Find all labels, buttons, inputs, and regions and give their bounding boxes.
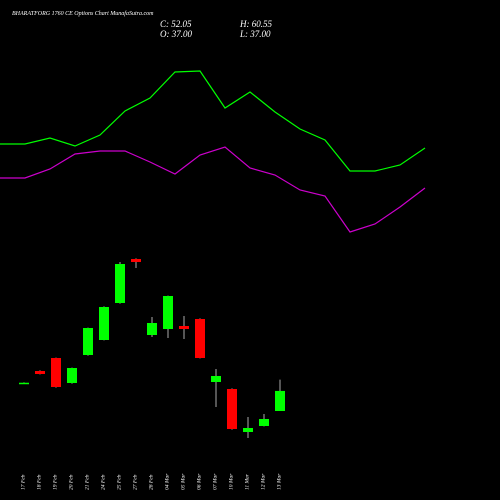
x-tick-label: 19 Feb [52,474,58,490]
candle-body [195,319,205,358]
candle-body [275,390,285,411]
x-tick-label: 17 Feb [20,474,26,490]
candle-body [51,358,61,387]
candle-body [211,376,221,382]
x-tick-label: 12 Mar [260,473,266,490]
x-tick-label: 07 Mar [212,473,218,490]
x-tick-label: 24 Feb [99,474,106,490]
low-label: L: 37.00 [239,29,271,39]
x-tick-label: 21 Feb [84,474,90,490]
x-tick-label: 05 Mar [180,473,186,490]
candle-body [179,326,189,329]
indicator-line [0,70,426,172]
candle-body [115,264,125,303]
x-tick-label: 11 Mar [244,473,250,490]
x-tick-label: 04 Mar [163,473,170,490]
x-tick-label: 13 Mar [276,473,282,490]
candle-body [131,259,141,262]
x-tick-label: 28 Feb [148,474,154,490]
candle-body [147,323,157,335]
x-tick-label: 25 Feb [116,474,122,490]
candle-body [259,419,269,426]
close-label: C: 52.05 [160,19,192,29]
x-tick-label: 20 Feb [68,474,74,490]
x-tick-label: 06 Mar [196,473,202,490]
candle-body [19,382,29,385]
candle-body [99,307,109,340]
x-tick-label: 10 Mar [228,473,234,490]
candle-body [243,428,253,432]
indicator-line [0,146,426,233]
open-label: O: 37.00 [160,29,192,39]
candle-body [163,296,173,329]
candle-body [35,371,45,374]
candle-body [67,368,77,383]
x-tick-label: 27 Feb [132,474,138,490]
high-label: H: 60.55 [239,19,272,29]
chart-title: BHARATFORG 1760 CE Options Chart MunafaS… [12,10,154,17]
candle-body [83,328,93,355]
x-tick-label: 18 Feb [36,474,42,490]
candle-body [227,389,237,429]
